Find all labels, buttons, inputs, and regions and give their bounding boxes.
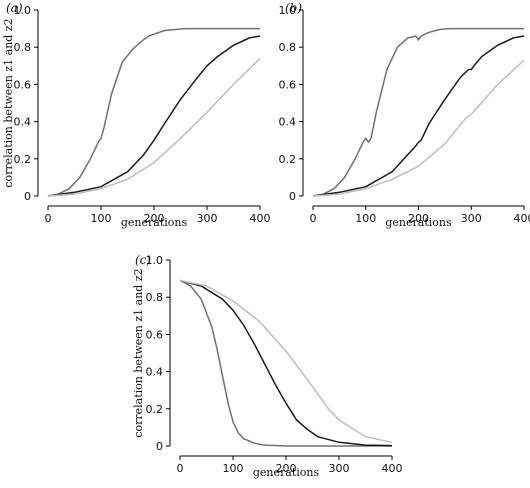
x-tick-label: 200	[144, 212, 165, 225]
y-tick-label: 0.8	[14, 41, 32, 54]
series-line-3	[47, 57, 261, 197]
y-tick-label: 0	[24, 190, 31, 203]
y-tick-label: 1.0	[279, 4, 297, 17]
y-tick-label: 0.4	[146, 366, 164, 379]
chart-panel-3: (c) 0 0.2 0.4 0.6 0.8 1.0 0 100 200 300 400 generati…	[132, 253, 403, 479]
x-tick-label: 0	[45, 212, 52, 225]
series-line-1	[312, 27, 524, 197]
series-line-2	[47, 35, 261, 197]
series-line-2	[312, 35, 525, 197]
x-tick-label: 400	[382, 462, 403, 475]
y-tick-label: 0	[289, 190, 296, 203]
y-tick-label: 0.4	[14, 116, 32, 129]
x-tick-label: 0	[177, 462, 184, 475]
y-tick-label: 0	[156, 440, 163, 453]
y-tick-label: 0.6	[279, 78, 297, 91]
y-axis-title: correlation between z1 and z2	[132, 268, 145, 437]
y-tick-label: 0.8	[146, 291, 164, 304]
panel-label: (a)	[6, 1, 23, 15]
chart-panel-1: (a) 0 0.2 0.4 0.6 0.8 1.0 0 100 200 300 400 generati…	[2, 1, 271, 229]
y-tick-label: 0.2	[146, 403, 164, 416]
x-tick-label: 0	[310, 212, 317, 225]
x-tick-label: 100	[355, 212, 376, 225]
x-axis-title: generations	[253, 466, 320, 479]
y-tick-label: 0.6	[14, 78, 32, 91]
x-tick-label: 300	[329, 462, 350, 475]
x-tick-label: 400	[250, 212, 271, 225]
chart-panel-2: (b) 0 0.2 0.4 0.6 0.8 1.0 0 100 200 300 400 generati…	[279, 1, 530, 229]
x-tick-label: 100	[223, 462, 244, 475]
x-axis-title: generations	[121, 216, 188, 229]
series-line-1	[179, 279, 392, 447]
x-tick-label: 300	[197, 212, 218, 225]
y-tick-label: 0.6	[146, 328, 164, 341]
y-tick-label: 0.2	[279, 153, 297, 166]
x-tick-label: 400	[514, 212, 530, 225]
y-axis-title: correlation between z1 and z2	[2, 18, 15, 187]
x-axis-title: generations	[385, 216, 452, 229]
y-tick-label: 0.2	[14, 153, 32, 166]
x-tick-label: 200	[276, 462, 297, 475]
series-line-2	[179, 279, 393, 447]
y-tick-label: 0.8	[279, 41, 297, 54]
series-line-3	[179, 279, 393, 444]
y-tick-label: 1.0	[14, 4, 32, 17]
panel-label: (c)	[135, 253, 151, 267]
series-line-1	[47, 27, 260, 197]
x-tick-label: 100	[91, 212, 112, 225]
x-tick-label: 300	[461, 212, 482, 225]
x-tick-label: 200	[408, 212, 429, 225]
series-line-3	[312, 59, 525, 197]
y-tick-label: 0.4	[279, 116, 297, 129]
panel-label: (b)	[285, 1, 302, 15]
y-tick-label: 1.0	[146, 254, 164, 267]
